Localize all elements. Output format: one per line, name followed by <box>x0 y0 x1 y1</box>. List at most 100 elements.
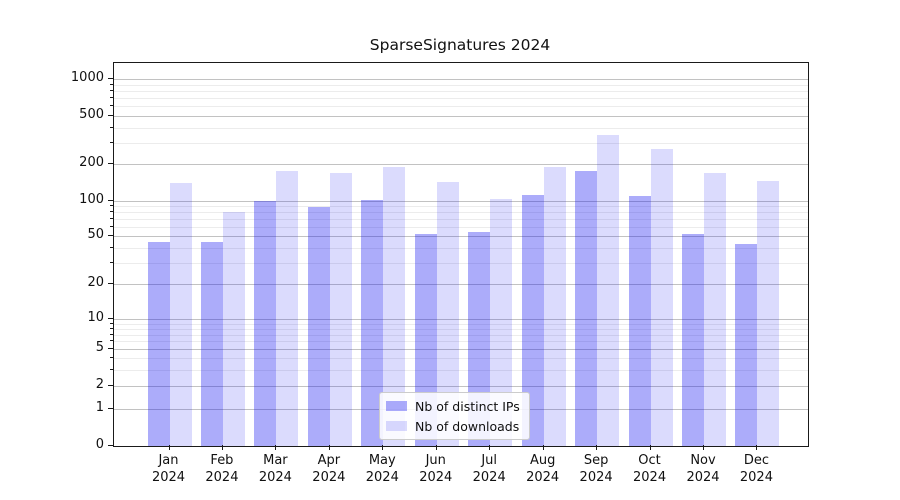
plot-area <box>113 62 809 447</box>
x-tick-mark <box>168 445 170 450</box>
y-tick-mark <box>108 385 113 386</box>
gridline-minor <box>114 91 808 93</box>
y-tick-label: 0 <box>95 437 104 452</box>
x-tick-mark <box>435 445 437 450</box>
y-minor-tick-mark <box>110 105 113 107</box>
bar-downloads <box>169 183 192 446</box>
x-tick-mark <box>542 445 544 450</box>
legend-label-downloads: Nb of downloads <box>415 418 520 434</box>
y-tick-label: 50 <box>87 227 104 242</box>
x-tick-mark <box>221 445 223 450</box>
bar-downloads <box>383 167 406 446</box>
x-tick-mark <box>382 445 384 450</box>
x-tick-label: Sep 2024 <box>579 453 613 485</box>
y-minor-tick-mark <box>110 261 113 263</box>
y-minor-tick-mark <box>110 327 113 329</box>
x-tick-mark <box>703 445 704 450</box>
x-tick-label: Feb 2024 <box>205 453 239 485</box>
bar-downloads <box>704 172 726 446</box>
y-tick-label: 1 <box>95 400 104 416</box>
y-tick-mark <box>108 408 113 410</box>
x-tick-label: Oct 2024 <box>633 453 667 485</box>
bar-downloads <box>650 148 673 446</box>
y-minor-tick-mark <box>110 357 113 359</box>
bar-distinct-ips <box>682 234 704 446</box>
x-tick-label: Jul 2024 <box>472 453 506 485</box>
legend-row-distinct-ips: Nb of distinct IPs <box>386 396 520 416</box>
gridline-minor <box>114 84 808 86</box>
y-minor-tick-mark <box>110 246 113 248</box>
y-minor-tick-mark <box>110 126 113 128</box>
gridline-minor <box>114 334 808 336</box>
bar-downloads <box>543 167 566 446</box>
y-minor-tick-mark <box>110 218 113 219</box>
y-tick-label: 500 <box>79 107 104 122</box>
bar-distinct-ips <box>361 199 384 446</box>
y-minor-tick-mark <box>110 97 113 99</box>
gridline-minor <box>114 98 808 100</box>
bar-distinct-ips <box>628 195 651 446</box>
gridline-minor <box>114 262 808 264</box>
bar-distinct-ips <box>200 241 223 446</box>
y-tick-label: 200 <box>79 155 104 171</box>
x-tick-label: Apr 2024 <box>312 453 346 485</box>
gridline-major <box>114 116 808 117</box>
gridline-minor <box>114 247 808 249</box>
gridline-minor <box>114 212 808 214</box>
bar-distinct-ips <box>147 241 170 446</box>
bar-downloads <box>276 171 299 446</box>
gridline-minor <box>114 341 808 343</box>
bar-distinct-ips <box>735 243 758 446</box>
y-tick-mark <box>108 235 113 236</box>
gridline-minor <box>114 369 808 371</box>
gridline-major <box>114 284 808 286</box>
gridline-minor <box>114 323 808 325</box>
y-tick-label: 100 <box>79 192 104 207</box>
y-tick-label: 2 <box>95 377 104 392</box>
x-tick-label: Mar 2024 <box>258 453 292 485</box>
y-tick-mark <box>108 283 113 285</box>
gridline-major <box>114 79 808 81</box>
y-tick-mark <box>108 348 113 350</box>
x-tick-mark <box>489 445 491 450</box>
gridline-minor <box>114 142 808 144</box>
x-tick-label: Nov 2024 <box>686 453 720 485</box>
x-tick-label: Jun 2024 <box>419 453 453 485</box>
bar-downloads <box>597 135 620 446</box>
y-tick-label: 5 <box>95 340 104 356</box>
legend-swatch-downloads <box>386 421 407 431</box>
y-minor-tick-mark <box>110 141 113 143</box>
gridline-minor <box>114 127 808 129</box>
x-tick-label: Aug 2024 <box>526 453 560 485</box>
bar-downloads <box>222 212 245 446</box>
y-minor-tick-mark <box>110 340 113 342</box>
legend: Nb of distinct IPs Nb of downloads <box>379 392 530 440</box>
x-tick-mark <box>596 445 598 450</box>
y-tick-label: 20 <box>87 275 104 291</box>
y-tick-mark <box>108 200 113 201</box>
bar-distinct-ips <box>575 171 598 446</box>
gridline-minor <box>114 328 808 330</box>
gridline-minor <box>114 358 808 360</box>
x-tick-mark <box>275 445 277 450</box>
bar-downloads <box>490 198 513 446</box>
bar-downloads <box>329 172 352 446</box>
x-tick-label: Dec 2024 <box>739 453 773 485</box>
legend-label-distinct-ips: Nb of distinct IPs <box>415 398 520 414</box>
x-tick-label: Jan 2024 <box>151 453 186 485</box>
bar-distinct-ips <box>521 194 544 446</box>
y-minor-tick-mark <box>110 90 113 92</box>
bar-distinct-ips <box>307 207 330 446</box>
x-tick-mark <box>649 445 651 450</box>
y-tick-mark <box>108 78 113 80</box>
x-tick-mark <box>328 445 330 450</box>
gridline-minor <box>114 226 808 228</box>
gridline-major <box>114 236 808 237</box>
gridline-major <box>114 319 808 321</box>
y-tick-mark <box>108 163 113 165</box>
gridline-major <box>114 386 808 387</box>
y-minor-tick-mark <box>110 83 113 85</box>
y-minor-tick-mark <box>110 205 113 207</box>
y-tick-mark <box>108 445 113 446</box>
